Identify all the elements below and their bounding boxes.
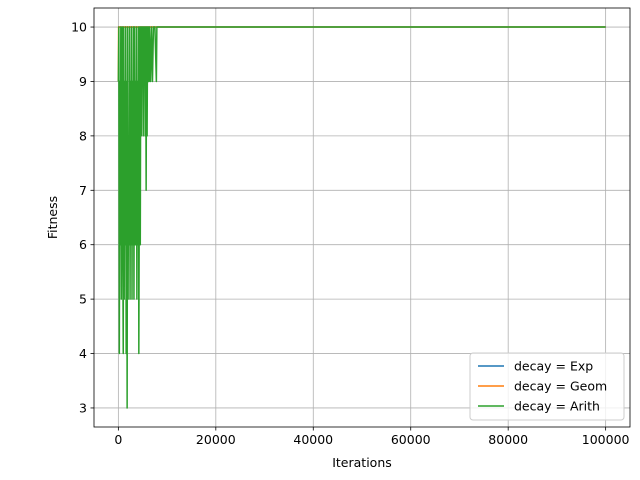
legend-label: decay = Exp — [514, 359, 593, 374]
x-tick-label: 0 — [114, 432, 122, 447]
legend-label: decay = Geom — [514, 379, 607, 394]
y-tick-label: 3 — [79, 400, 87, 415]
legend-label: decay = Arith — [514, 399, 600, 414]
x-axis-label: Iterations — [332, 455, 392, 470]
y-axis-label: Fitness — [45, 196, 60, 239]
series-line-decay-arith — [117, 26, 606, 409]
y-tick-label: 6 — [79, 237, 87, 252]
y-tick-label: 10 — [71, 20, 87, 35]
y-tick-label: 8 — [79, 128, 87, 143]
x-tick-label: 20000 — [196, 432, 236, 447]
y-tick-label: 7 — [79, 183, 87, 198]
legend: decay = Exp decay = Geom decay = Arith — [469, 352, 625, 421]
legend-box — [469, 352, 625, 421]
y-tick-label: 9 — [79, 74, 87, 89]
series-layer — [117, 26, 606, 409]
y-tick-label: 4 — [79, 346, 87, 361]
tick-layer: 0 20000 40000 60000 80000 100000 3 4 5 6 7 8 9 10 — [71, 20, 629, 447]
plot-frame — [93, 7, 631, 428]
x-tick-label: 60000 — [391, 432, 431, 447]
x-tick-label: 80000 — [488, 432, 528, 447]
y-tick-label: 5 — [79, 292, 87, 307]
x-tick-label: 100000 — [582, 432, 630, 447]
x-tick-label: 40000 — [293, 432, 333, 447]
